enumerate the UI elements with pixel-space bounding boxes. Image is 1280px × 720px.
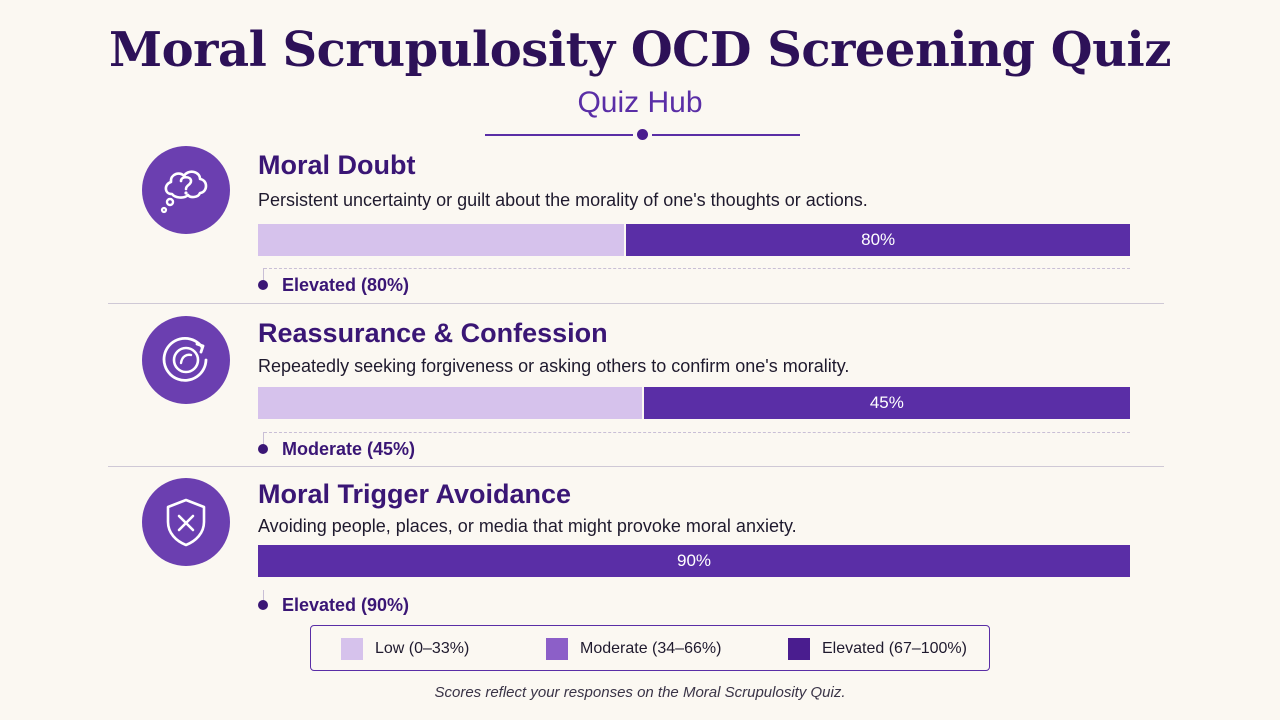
category-icon-circle <box>142 478 230 566</box>
category-description: Persistent uncertainty or guilt about th… <box>258 190 868 210</box>
dashed-separator <box>264 432 1130 433</box>
page-title: Moral Scrupulosity OCD Screening Quiz <box>109 22 1171 78</box>
category-description: Avoiding people, places, or media that m… <box>258 516 797 536</box>
legend-item-elevated: Elevated (67–100%) <box>788 638 967 660</box>
legend-label-moderate: Moderate (34–66%) <box>580 640 722 657</box>
section-divider <box>108 466 1164 467</box>
score-bar-fill: 45% <box>641 387 1130 419</box>
tick-line <box>263 432 264 446</box>
category-title: Moral Doubt <box>258 150 416 180</box>
legend-item-moderate: Moderate (34–66%) <box>546 638 721 660</box>
legend-swatch-elevated <box>788 638 810 660</box>
title-rule-right <box>652 134 800 136</box>
legend-label-low: Low (0–33%) <box>375 640 470 657</box>
score-bar: 80% <box>258 224 1130 256</box>
legend-item-low: Low (0–33%) <box>341 638 469 660</box>
category-icon-circle <box>142 316 230 404</box>
section-divider <box>108 303 1164 304</box>
title-rule-dot <box>637 129 648 140</box>
score-bar-label: 45% <box>869 393 904 412</box>
category-description: Repeatedly seeking forgiveness or asking… <box>258 356 850 376</box>
score-bar-fill: 90% <box>258 545 1130 577</box>
score-bar: 45% <box>258 387 1130 419</box>
score-bar-label: 80% <box>861 230 896 249</box>
legend-swatch-moderate <box>546 638 568 660</box>
category-icon-circle <box>142 146 230 234</box>
legend-swatch-low <box>341 638 363 660</box>
legend-label-elevated: Elevated (67–100%) <box>822 640 967 657</box>
tick-line <box>263 590 264 604</box>
title-rule-left <box>485 134 633 136</box>
status-label: Moderate (45%) <box>282 439 416 459</box>
category-title: Reassurance & Confession <box>258 318 608 348</box>
legend: Low (0–33%) Moderate (34–66%) Elevated (… <box>310 625 990 671</box>
shield-x-icon <box>166 498 206 547</box>
tick-line <box>263 268 264 282</box>
status-dot <box>258 600 268 610</box>
page-subtitle: Quiz Hub <box>577 86 703 119</box>
score-bar-fill: 80% <box>624 224 1130 256</box>
thought-bubble-question-icon <box>160 170 208 214</box>
score-bar-label: 90% <box>676 551 712 570</box>
status-dot <box>258 280 268 290</box>
footnote: Scores reflect your responses on the Mor… <box>434 684 846 701</box>
circular-arrow-icon <box>162 336 208 382</box>
score-bar: 90% <box>258 545 1130 577</box>
status-dot <box>258 444 268 454</box>
category-title: Moral Trigger Avoidance <box>258 479 572 509</box>
dashed-separator <box>264 268 1130 269</box>
status-label: Elevated (80%) <box>282 275 410 295</box>
status-label: Elevated (90%) <box>282 595 410 615</box>
